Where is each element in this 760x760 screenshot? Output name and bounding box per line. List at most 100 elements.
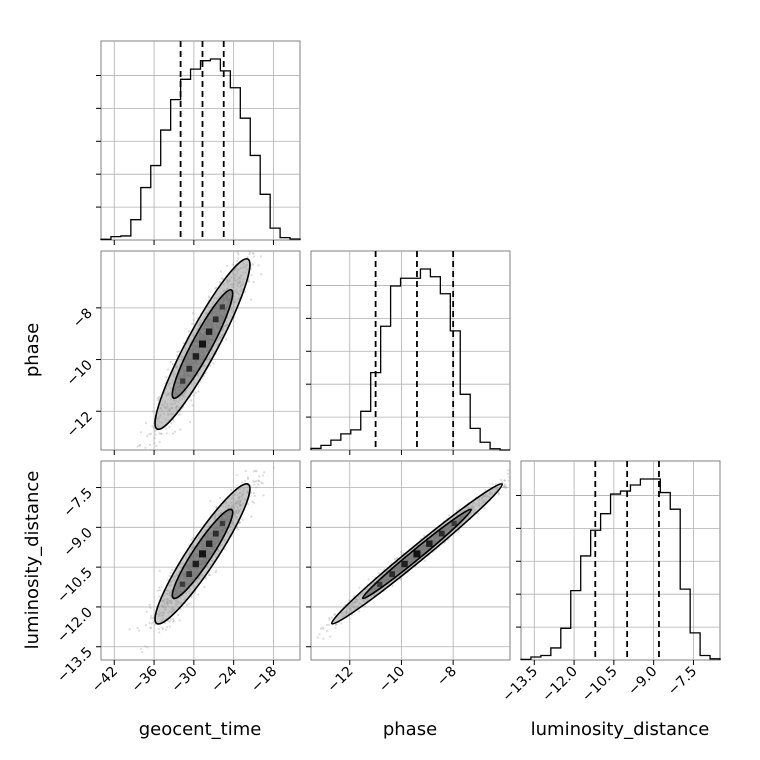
sample-point [191,537,195,540]
sample-point [158,631,161,634]
sample-point [531,456,533,458]
sample-point [358,610,361,613]
sample-point [164,622,167,625]
sample-point [151,616,154,620]
sample-point [321,626,324,629]
sample-point [169,618,172,621]
sample-point [255,470,258,473]
sample-point [333,613,336,616]
sample-point [335,623,338,626]
sample-point [203,585,206,589]
sample-point [193,394,196,397]
sample-point [148,443,152,446]
sample-point [205,577,208,580]
x-tick-label-luminosity-distance: −9.0 [625,664,660,699]
sample-point [235,259,239,262]
sample-point [325,629,328,633]
sample-point [258,475,261,478]
sample-point [334,626,337,629]
sample-point [148,621,151,625]
sample-point [190,595,193,598]
sample-point [503,479,506,482]
sample-point [508,483,510,486]
sample-point [237,257,240,260]
histogram-panel-geocent-time [96,40,301,245]
density-core-cell [179,581,186,587]
sample-point [220,270,223,273]
sample-point [202,375,205,378]
sample-point [311,644,312,647]
sample-point [151,425,154,428]
sample-point [340,622,343,625]
sample-point [154,433,157,436]
sample-point [172,619,175,622]
sample-point [153,441,156,445]
sample-point [517,473,519,475]
histogram-panel-luminosity-distance: −13.5−12.0−10.5 −9.0 −7.5 [499,460,721,706]
sample-point [477,512,480,515]
sample-point [130,669,132,671]
sample-point [156,397,159,400]
sample-point [503,485,506,488]
sample-point [501,481,504,484]
sample-point [172,618,175,621]
sample-point [253,483,256,486]
sample-point [516,470,518,472]
x-tick-label-geocent-time: −24 [208,663,240,695]
sample-point [212,362,215,365]
sample-point [166,626,169,629]
sample-point [128,628,131,631]
sample-point [515,486,517,488]
x-tick-label-luminosity-distance: −10.5 [579,664,621,706]
sample-point [259,255,263,258]
sample-point [261,247,263,249]
sample-point [503,485,506,488]
sample-point [177,613,180,617]
sample-point [252,252,255,255]
sample-point [248,253,251,256]
sample-point [146,646,149,649]
sample-point [187,330,190,333]
sample-point [241,481,244,484]
y-axis-label-luminosity-distance: luminosity_distance [22,471,43,650]
scatter-panel-phase-vs-geocent-time: −12 −10 −8 [64,247,301,455]
sample-point [168,574,171,578]
sample-point [190,538,193,541]
x-axis-label-phase: phase [383,719,437,740]
sample-point [167,619,170,623]
sample-point [308,642,310,644]
sample-point [322,637,325,640]
sample-point [145,624,148,627]
sample-point [207,295,211,298]
sample-point [503,483,506,486]
sample-point [158,589,162,592]
sample-point [255,486,258,489]
histogram-step-phase [310,268,510,451]
density-core-cell [198,550,206,558]
sample-point [191,322,194,325]
x-axis-label-geocent-time: geocent_time [139,719,262,740]
sample-point [186,603,189,607]
sample-point [154,623,157,626]
sample-point [237,528,240,531]
sample-point [153,437,156,440]
y-tick-label-phase: −10 [64,357,96,389]
sample-point [154,429,158,432]
sample-point [194,391,197,394]
sample-point [145,610,148,613]
sample-point [348,599,351,602]
sample-point [157,395,161,399]
sample-point [158,569,161,572]
sample-point [161,628,164,631]
sample-point [157,628,160,631]
sample-point [507,469,510,472]
sample-point [171,432,175,435]
sample-point [152,621,155,624]
sample-point [251,252,255,255]
sample-point [512,468,514,470]
sample-point [246,477,250,480]
sample-point [215,505,218,509]
sample-point [192,319,195,322]
sample-point [156,589,159,592]
scatter-points [136,247,263,450]
